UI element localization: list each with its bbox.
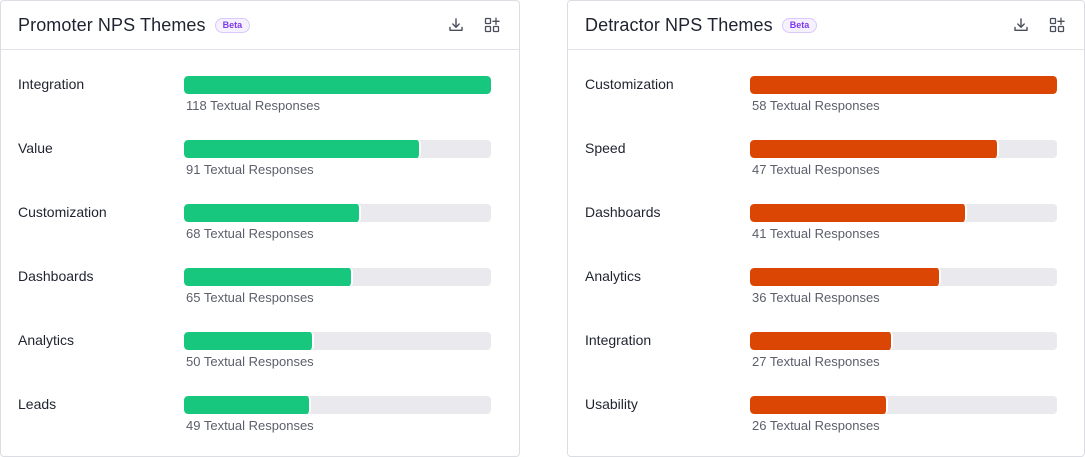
beta-badge: Beta [214,17,251,33]
card-title: Detractor NPS Themes [585,14,773,35]
theme-bar-fill [184,76,491,94]
theme-label: Analytics [585,268,642,284]
theme-label: Value [18,140,53,156]
theme-count: 118 Textual Responses [186,98,320,113]
theme-bar-fill [184,204,361,222]
theme-count: 36 Textual Responses [752,290,880,305]
theme-label: Usability [585,396,638,412]
promoter-nps-themes-card: Promoter NPS Themes Beta Integration [0,0,520,457]
theme-count: 65 Textual Responses [186,290,314,305]
card-header: Promoter NPS Themes Beta [1,1,519,50]
card-header: Detractor NPS Themes Beta [568,1,1084,50]
theme-bar-track [750,332,1057,350]
header-actions [1011,15,1067,35]
theme-bar-fill [750,204,968,222]
theme-row: Dashboards 41 Textual Responses [568,199,1084,263]
theme-label: Analytics [18,332,75,348]
header-actions [446,15,502,35]
theme-label: Integration [18,76,85,92]
theme-label: Dashboards [18,268,94,284]
theme-count: 68 Textual Responses [186,226,314,241]
theme-bar-track [184,332,491,350]
theme-count: 26 Textual Responses [752,418,880,433]
theme-row: Integration 118 Textual Responses [1,71,519,135]
theme-count: 41 Textual Responses [752,226,880,241]
theme-bar-fill [184,396,312,414]
theme-bar-track [750,396,1057,414]
theme-row: Value 91 Textual Responses [1,135,519,199]
theme-count: 91 Textual Responses [186,162,314,177]
theme-label: Dashboards [585,204,661,220]
theme-count: 47 Textual Responses [752,162,880,177]
theme-label: Leads [18,396,57,412]
theme-bar-fill [750,396,888,414]
theme-count: 27 Textual Responses [752,354,880,369]
theme-bar-fill [750,76,1057,94]
theme-count: 50 Textual Responses [186,354,314,369]
theme-row: Dashboards 65 Textual Responses [1,263,519,327]
add-widget-icon[interactable] [1047,15,1067,35]
theme-bar-track [750,140,1057,158]
theme-bar-track [184,268,491,286]
download-icon[interactable] [1011,15,1031,35]
theme-bar-track [184,396,491,414]
theme-row: Analytics 50 Textual Responses [1,327,519,391]
theme-bar-fill [750,332,893,350]
theme-bar-fill [184,332,315,350]
beta-badge: Beta [781,17,818,33]
theme-bar-track [184,76,491,94]
theme-bar-track [750,268,1057,286]
theme-list: Customization 58 Textual Responses Speed… [568,50,1084,455]
theme-bar-track [184,140,491,158]
theme-row: Leads 49 Textual Responses [1,391,519,455]
card-title: Promoter NPS Themes [18,14,206,35]
theme-count: 58 Textual Responses [752,98,880,113]
theme-label: Speed [585,140,626,156]
theme-bar-fill [184,268,354,286]
theme-row: Customization 58 Textual Responses [568,71,1084,135]
theme-row: Customization 68 Textual Responses [1,199,519,263]
detractor-nps-themes-card: Detractor NPS Themes Beta Customization [567,0,1085,457]
theme-label: Integration [585,332,652,348]
add-widget-icon[interactable] [482,15,502,35]
theme-bar-track [750,76,1057,94]
download-icon[interactable] [446,15,466,35]
theme-row: Speed 47 Textual Responses [568,135,1084,199]
theme-row: Integration 27 Textual Responses [568,327,1084,391]
theme-row: Analytics 36 Textual Responses [568,263,1084,327]
theme-bar-track [750,204,1057,222]
theme-list: Integration 118 Textual Responses Value … [1,50,519,455]
theme-bar-fill [184,140,421,158]
theme-bar-fill [750,140,999,158]
theme-bar-fill [750,268,941,286]
theme-label: Customization [585,76,674,92]
theme-label: Customization [18,204,107,220]
theme-count: 49 Textual Responses [186,418,314,433]
theme-bar-track [184,204,491,222]
theme-row: Usability 26 Textual Responses [568,391,1084,455]
